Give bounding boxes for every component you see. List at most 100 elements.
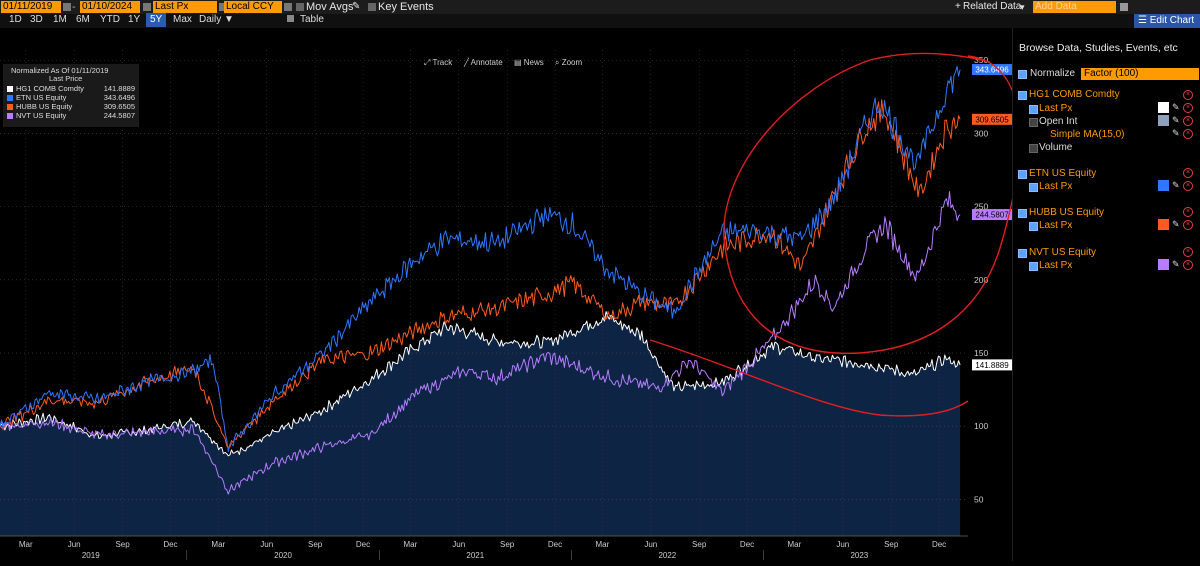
chart-panel[interactable]: 50 100 150 200 250 300 350 Mar Jun Sep Dec 2019 Mar J… [0, 28, 1021, 561]
range-button-5y[interactable]: 5Y [146, 13, 167, 27]
pencil-icon[interactable]: ✎ [352, 1, 361, 12]
x-year-label: 2019 [82, 551, 100, 560]
calendar-icon[interactable] [143, 3, 151, 11]
table-button[interactable]: Table [283, 13, 328, 27]
range-button-3d[interactable]: 3D [30, 14, 43, 25]
end-value-label: 244.5807 [975, 211, 1009, 220]
field-checkbox[interactable] [1029, 183, 1038, 192]
zoom-tool[interactable]: ⌕ Zoom [555, 58, 582, 68]
remove-icon[interactable]: × [1183, 90, 1193, 100]
annotate-label: Annotate [470, 58, 503, 67]
x-year-label: 2020 [274, 551, 292, 560]
legend-name: NVT US Equity [16, 111, 67, 120]
dropdown-icon[interactable] [219, 3, 227, 11]
remove-icon[interactable]: × [1183, 181, 1193, 191]
range-button-1m[interactable]: 1M [53, 14, 67, 25]
range-button-max[interactable]: Max [173, 14, 192, 25]
track-tool[interactable]: ⤢ Track [424, 58, 452, 68]
legend-row: HG1 COMB Comdty 141.8889 [7, 84, 135, 93]
end-value-badge [972, 64, 1012, 76]
key-events-label[interactable]: Key Events [378, 1, 434, 13]
browse-panel: Browse Data, Studies, Events, etc Normal… [1012, 28, 1200, 561]
remove-icon[interactable]: × [1183, 116, 1193, 126]
plus-icon[interactable]: + [955, 1, 961, 12]
hg1-area-fill [0, 311, 961, 536]
search-icon[interactable] [1120, 3, 1128, 11]
remove-icon[interactable]: × [1183, 168, 1193, 178]
range-button-6m[interactable]: 6M [76, 14, 90, 25]
security-name[interactable]: HG1 COMB Comdty [1029, 89, 1120, 100]
frequency-select[interactable]: Daily ▼ [199, 14, 234, 25]
dropdown-icon[interactable] [284, 3, 292, 11]
color-swatch[interactable] [1158, 180, 1169, 191]
security-name[interactable]: HUBB US Equity [1029, 207, 1105, 218]
security-name[interactable]: NVT US Equity [1029, 247, 1097, 258]
y-tick-label: 100 [974, 421, 988, 431]
legend-value: 343.6496 [103, 93, 135, 102]
range-button-1y[interactable]: 1Y [128, 14, 141, 25]
remove-icon[interactable]: × [1183, 207, 1193, 217]
security-name[interactable]: ETN US Equity [1029, 168, 1097, 179]
security-checkbox[interactable] [1018, 209, 1027, 218]
pencil-icon[interactable]: ✎ [1172, 259, 1180, 269]
security-checkbox[interactable] [1018, 249, 1027, 258]
y-tick-label: 250 [974, 202, 988, 212]
field-checkbox[interactable] [1029, 144, 1038, 153]
factor-input[interactable]: Factor (100) [1081, 68, 1199, 80]
edit-chart-button[interactable]: ☰ Edit Chart [1134, 14, 1200, 28]
end-date-field[interactable]: 01/10/2024 [80, 1, 140, 13]
currency-select[interactable]: Local CCY [224, 1, 282, 13]
field-checkbox[interactable] [1029, 262, 1038, 271]
field-select[interactable]: Last Px [153, 1, 217, 13]
annotate-tool[interactable]: ╱ Annotate [464, 58, 503, 67]
news-icon: ▤ [514, 58, 524, 67]
pencil-icon[interactable]: ✎ [1172, 219, 1180, 229]
range-button-1d[interactable]: 1D [9, 14, 22, 25]
y-tick-label: 50 [974, 494, 984, 504]
dropdown-icon[interactable]: ▾ [1020, 2, 1025, 12]
pencil-icon[interactable]: ✎ [1172, 102, 1180, 112]
series-line-hubb [0, 99, 961, 448]
news-tool[interactable]: ▤ News [514, 58, 544, 67]
mov-avgs-label[interactable]: Mov Avgs [306, 1, 354, 13]
pencil-icon[interactable]: ✎ [1172, 115, 1180, 125]
related-data-button[interactable]: Related Data [963, 1, 1022, 12]
color-swatch[interactable] [1158, 219, 1169, 230]
pencil-icon[interactable]: ✎ [1172, 128, 1180, 138]
x-tick-label: Mar [595, 540, 609, 549]
field-checkbox[interactable] [1029, 105, 1038, 114]
calendar-icon[interactable] [63, 3, 71, 11]
security-checkbox[interactable] [1018, 170, 1027, 179]
range-button-ytd[interactable]: YTD [100, 14, 120, 25]
y-tick-label: 300 [974, 128, 988, 138]
remove-icon[interactable]: × [1183, 129, 1193, 139]
field-checkbox[interactable] [1029, 118, 1038, 127]
color-swatch[interactable] [1158, 102, 1169, 113]
color-swatch[interactable] [1158, 115, 1169, 126]
x-tick-label: Sep [308, 540, 323, 549]
zoom-icon: ⌕ [555, 58, 562, 67]
remove-icon[interactable]: × [1183, 260, 1193, 270]
color-swatch[interactable] [1158, 259, 1169, 270]
remove-icon[interactable]: × [1183, 103, 1193, 113]
add-data-input[interactable]: Add Data [1033, 1, 1116, 13]
key-events-checkbox[interactable] [368, 3, 376, 11]
end-value-label: 141.8889 [975, 361, 1009, 370]
pencil-icon[interactable]: ✎ [1172, 180, 1180, 190]
start-date-field[interactable]: 01/11/2019 [1, 1, 61, 13]
legend-swatch [7, 95, 13, 101]
remove-icon[interactable]: × [1183, 247, 1193, 257]
remove-icon[interactable]: × [1183, 220, 1193, 230]
security-checkbox[interactable] [1018, 91, 1027, 100]
field-label: Volume [1039, 142, 1073, 153]
edit-chart-label: Edit Chart [1149, 15, 1195, 26]
legend-header: Normalized As Of 01/11/2019 [11, 66, 109, 75]
y-gridlines [0, 59, 968, 500]
mov-avgs-checkbox[interactable] [296, 3, 304, 11]
field-checkbox[interactable] [1029, 222, 1038, 231]
x-tick-label: Jun [68, 540, 81, 549]
x-tick-label: Sep [115, 540, 130, 549]
series-line-nvt [0, 191, 961, 495]
normalize-checkbox[interactable] [1018, 70, 1027, 79]
